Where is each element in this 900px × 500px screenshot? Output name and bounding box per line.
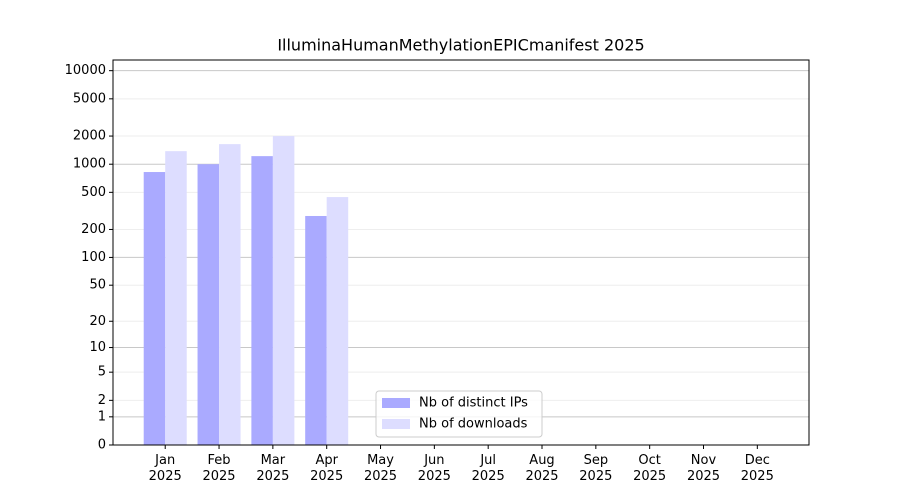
bar (326, 197, 349, 445)
y-tick-label: 100 (81, 250, 106, 265)
y-tick-label: 10 (89, 340, 106, 355)
y-tick-label: 50 (89, 278, 106, 293)
bar (197, 164, 220, 446)
x-tick-label: Jul 2025 (471, 453, 505, 484)
x-tick-label: Feb 2025 (202, 453, 236, 484)
y-tick-label: 1000 (73, 157, 106, 172)
y-tick-label: 1 (98, 409, 106, 424)
plot-frame (112, 59, 810, 446)
legend-label: Nb of downloads (419, 417, 528, 432)
x-tick-label: Nov 2025 (686, 453, 721, 484)
y-tick-label: 5 (98, 365, 106, 380)
x-tick-label: Mar 2025 (256, 453, 290, 484)
y-tick-label: 10000 (65, 63, 106, 78)
x-tick-label: Jan 2025 (148, 453, 182, 484)
x-tick-label: Jun 2025 (417, 453, 451, 484)
legend-swatch (382, 398, 410, 408)
legend-swatch (382, 419, 410, 429)
x-tick-label: Sep 2025 (579, 453, 613, 484)
y-tick-label: 500 (81, 185, 106, 200)
x-tick-label: Apr 2025 (310, 453, 344, 484)
x-tick-label: Dec 2025 (740, 453, 774, 484)
bar (165, 151, 187, 445)
bar (143, 172, 166, 445)
y-tick-label: 20 (89, 314, 106, 329)
bars (143, 136, 349, 446)
x-tick-label: May 2025 (363, 453, 398, 484)
bar (219, 144, 241, 446)
y-tick-label: 5000 (73, 91, 106, 106)
y-tick-label: 200 (81, 222, 106, 237)
y-tick-label: 0 (98, 438, 106, 453)
y-tick-label: 2 (98, 393, 106, 408)
bar (272, 136, 295, 445)
bar (251, 156, 273, 446)
legend-box (375, 390, 543, 438)
y-tick-label: 2000 (73, 129, 106, 144)
bar (305, 215, 327, 445)
x-tick-label: Aug 2025 (525, 453, 559, 484)
chart-title: IlluminaHumanMethylationEPICmanifest 202… (277, 36, 644, 55)
legend-label: Nb of distinct IPs (419, 396, 528, 411)
x-tick-label: Oct 2025 (633, 453, 667, 484)
